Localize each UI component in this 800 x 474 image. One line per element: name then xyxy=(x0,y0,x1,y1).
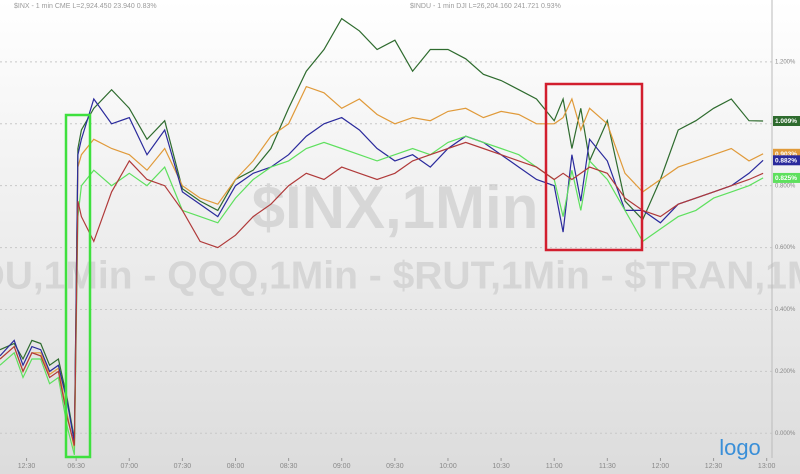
y-tick-label: 0.600% xyxy=(775,245,796,251)
value-label-box xyxy=(773,172,800,183)
y-tick-label: 0.400% xyxy=(775,307,796,313)
x-tick-label: 12:30 xyxy=(705,463,723,470)
y-tick-label: 0.200% xyxy=(775,369,796,375)
series-line xyxy=(0,141,764,446)
axes: 0.000%0.200%0.400%0.600%0.800%1.000%1.20… xyxy=(18,59,800,470)
value-label: 0.882% xyxy=(775,158,797,165)
logo: logo xyxy=(719,435,761,460)
x-tick-label: 12:00 xyxy=(652,463,670,470)
watermark: $INX,1Min xyxy=(252,174,539,241)
x-tick-label: 12:30 xyxy=(18,463,36,470)
value-label: 1.009% xyxy=(775,118,797,125)
grid xyxy=(0,61,772,434)
header-text: $INX - 1 min CME L=2,924.450 23.940 0.83… xyxy=(14,3,157,10)
x-tick-label: 09:30 xyxy=(386,463,404,470)
lines xyxy=(0,17,764,456)
header-text: $INDU - 1 min DJI L=26,204.160 241.721 0… xyxy=(410,3,561,10)
x-tick-label: 13:00 xyxy=(758,463,776,470)
value-label-box xyxy=(773,148,800,159)
x-tick-label: 08:30 xyxy=(280,463,298,470)
x-tick-label: 11:30 xyxy=(599,463,616,470)
highlight-box xyxy=(544,82,644,252)
x-tick-label: 10:30 xyxy=(492,463,510,470)
x-tick-label: 08:00 xyxy=(227,463,245,470)
x-tick-label: 07:30 xyxy=(174,463,192,470)
x-tick-label: 06:30 xyxy=(67,463,85,470)
x-tick-label: 10:00 xyxy=(439,463,457,470)
watermark: $INDU,1Min - QQQ,1Min - $RUT,1Min - $TRA… xyxy=(0,254,800,297)
x-tick-label: 09:00 xyxy=(333,463,351,470)
highlight-box xyxy=(64,113,92,459)
value-label-box xyxy=(773,115,800,126)
y-tick-label: 1.200% xyxy=(775,59,796,65)
x-tick-label: 11:00 xyxy=(546,463,563,470)
y-tick-label: 0.800% xyxy=(775,183,796,189)
value-label: 0.825% xyxy=(775,175,797,182)
x-tick-label: 07:00 xyxy=(120,463,138,470)
value-label: 0.903% xyxy=(775,151,797,158)
y-tick-label: 0.000% xyxy=(775,431,796,437)
value-label-box xyxy=(773,155,800,166)
